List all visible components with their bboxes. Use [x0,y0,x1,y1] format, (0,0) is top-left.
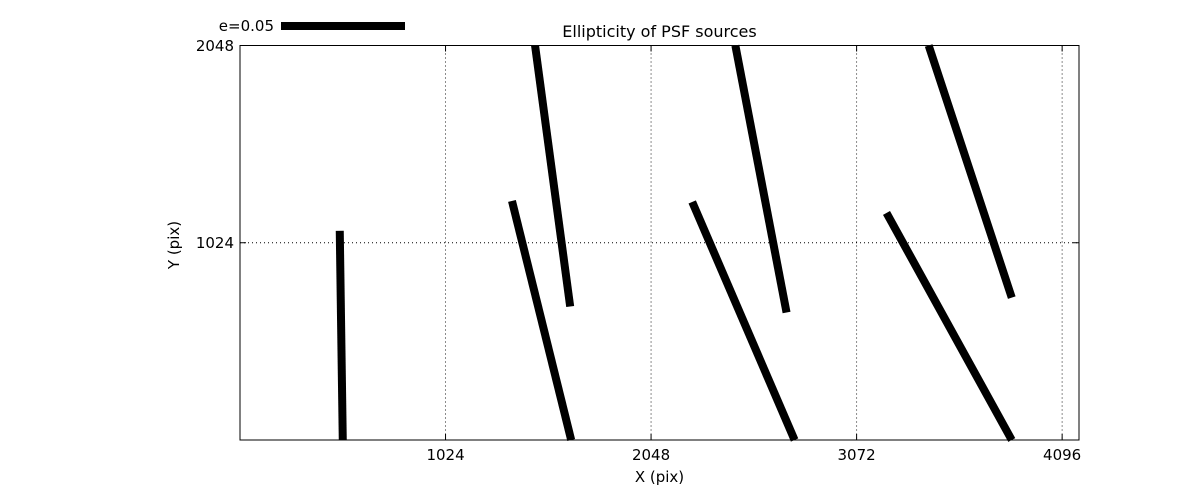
axes-frame [239,45,1080,441]
ellipticity-whisker [335,230,347,441]
x-tick-label: 4096 [1043,446,1082,464]
ellipticity-whisker [508,199,576,441]
ellipticity-whisker [924,44,1016,299]
ellipticity-whisker [688,200,799,442]
y-tick-label: 2048 [195,36,234,55]
ellipticity-whisker [531,44,575,308]
ellipticity-whisker [731,44,791,314]
legend-whisker-swatch [281,22,405,30]
chart-title: Ellipticity of PSF sources [562,22,757,41]
legend-label: e=0.05 [218,17,274,35]
x-tick-label: 3072 [837,446,876,464]
x-tick-label: 1024 [426,446,465,464]
x-tick-label: 2048 [631,446,671,464]
ellipticity-whisker [883,210,1016,442]
x-axis-label: X (pix) [634,468,685,486]
y-tick-label: 1024 [195,233,234,252]
legend: e=0.05 [166,17,426,35]
